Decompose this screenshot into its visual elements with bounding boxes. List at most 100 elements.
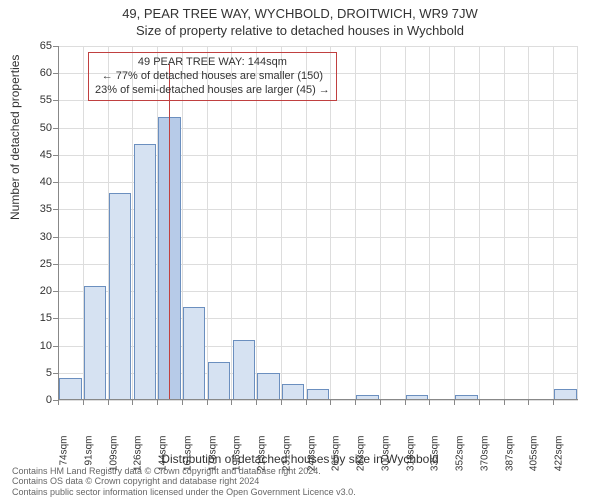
y-tick-label: 5: [26, 367, 52, 379]
x-tick-label: 387sqm: [504, 436, 515, 486]
gridline-v: [380, 46, 381, 400]
x-tick-mark: [553, 400, 554, 405]
y-tick-mark: [53, 46, 58, 47]
gridline-v: [577, 46, 578, 400]
x-tick-label: 422sqm: [554, 436, 565, 486]
y-tick-mark: [53, 100, 58, 101]
y-tick-label: 50: [26, 122, 52, 134]
x-tick-mark: [182, 400, 183, 405]
y-tick-label: 10: [26, 340, 52, 352]
y-tick-mark: [53, 182, 58, 183]
gridline-v: [454, 46, 455, 400]
y-tick-mark: [53, 318, 58, 319]
y-tick-label: 60: [26, 67, 52, 79]
x-tick-mark: [528, 400, 529, 405]
histogram-bar: [233, 340, 255, 400]
x-tick-label: 231sqm: [281, 436, 292, 486]
gridline-v: [528, 46, 529, 400]
histogram-bar: [84, 286, 106, 400]
y-tick-mark: [53, 128, 58, 129]
y-tick-label: 0: [26, 394, 52, 406]
plot-area: 49 PEAR TREE WAY: 144sqm← 77% of detache…: [58, 46, 578, 400]
x-tick-mark: [454, 400, 455, 405]
y-tick-label: 65: [26, 40, 52, 52]
y-tick-mark: [53, 264, 58, 265]
gridline-v: [504, 46, 505, 400]
axis-left: [58, 46, 59, 400]
gridline-h: [58, 46, 578, 47]
x-tick-label: 248sqm: [306, 436, 317, 486]
x-tick-label: 213sqm: [257, 436, 268, 486]
x-tick-mark: [83, 400, 84, 405]
y-tick-mark: [53, 291, 58, 292]
annotation-line: ← 77% of detached houses are smaller (15…: [95, 70, 330, 84]
marker-line: [169, 64, 170, 400]
y-axis-label: Number of detached properties: [8, 55, 22, 220]
x-tick-label: 196sqm: [232, 436, 243, 486]
histogram-bar: [257, 373, 279, 400]
x-tick-mark: [231, 400, 232, 405]
y-tick-label: 25: [26, 258, 52, 270]
x-tick-mark: [330, 400, 331, 405]
gridline-h: [58, 128, 578, 129]
x-tick-label: 318sqm: [405, 436, 416, 486]
x-tick-mark: [479, 400, 480, 405]
y-tick-label: 45: [26, 149, 52, 161]
y-tick-label: 35: [26, 203, 52, 215]
gridline-v: [479, 46, 480, 400]
x-tick-label: 161sqm: [182, 436, 193, 486]
annotation-line: 23% of semi-detached houses are larger (…: [95, 84, 330, 98]
histogram-bar: [109, 193, 131, 400]
x-tick-mark: [355, 400, 356, 405]
y-tick-mark: [53, 373, 58, 374]
histogram-bar: [183, 307, 205, 400]
x-tick-mark: [405, 400, 406, 405]
y-tick-label: 20: [26, 285, 52, 297]
x-tick-mark: [380, 400, 381, 405]
gridline-h: [58, 400, 578, 401]
x-tick-mark: [504, 400, 505, 405]
x-tick-label: 109sqm: [108, 436, 119, 486]
histogram-bar: [208, 362, 230, 400]
histogram-bar: [282, 384, 304, 400]
footer-line: Contains public sector information licen…: [12, 487, 356, 498]
x-tick-mark: [58, 400, 59, 405]
x-tick-label: 352sqm: [455, 436, 466, 486]
chart-title-sub: Size of property relative to detached ho…: [0, 21, 600, 38]
x-tick-mark: [429, 400, 430, 405]
y-tick-label: 30: [26, 231, 52, 243]
x-tick-label: 265sqm: [331, 436, 342, 486]
y-tick-label: 15: [26, 312, 52, 324]
x-tick-label: 144sqm: [158, 436, 169, 486]
x-tick-mark: [256, 400, 257, 405]
x-tick-mark: [207, 400, 208, 405]
gridline-v: [553, 46, 554, 400]
y-tick-mark: [53, 237, 58, 238]
x-tick-label: 370sqm: [479, 436, 490, 486]
chart-container: 49, PEAR TREE WAY, WYCHBOLD, DROITWICH, …: [0, 0, 600, 500]
annotation-line: 49 PEAR TREE WAY: 144sqm: [95, 56, 330, 70]
x-tick-mark: [132, 400, 133, 405]
x-tick-mark: [281, 400, 282, 405]
y-tick-mark: [53, 346, 58, 347]
x-tick-label: 335sqm: [430, 436, 441, 486]
y-tick-mark: [53, 73, 58, 74]
y-tick-label: 40: [26, 176, 52, 188]
y-tick-mark: [53, 209, 58, 210]
x-tick-label: 405sqm: [529, 436, 540, 486]
gridline-v: [405, 46, 406, 400]
annotation-box: 49 PEAR TREE WAY: 144sqm← 77% of detache…: [88, 52, 337, 101]
gridline-v: [429, 46, 430, 400]
x-tick-label: 300sqm: [380, 436, 391, 486]
x-tick-label: 178sqm: [207, 436, 218, 486]
y-tick-mark: [53, 155, 58, 156]
x-tick-mark: [306, 400, 307, 405]
axis-bottom: [58, 399, 578, 400]
plot: 49 PEAR TREE WAY: 144sqm← 77% of detache…: [58, 46, 578, 400]
gridline-v: [355, 46, 356, 400]
x-tick-label: 91sqm: [83, 436, 94, 486]
x-tick-label: 74sqm: [59, 436, 70, 486]
chart-title-main: 49, PEAR TREE WAY, WYCHBOLD, DROITWICH, …: [0, 0, 600, 21]
histogram-bar: [134, 144, 156, 400]
x-tick-label: 126sqm: [133, 436, 144, 486]
